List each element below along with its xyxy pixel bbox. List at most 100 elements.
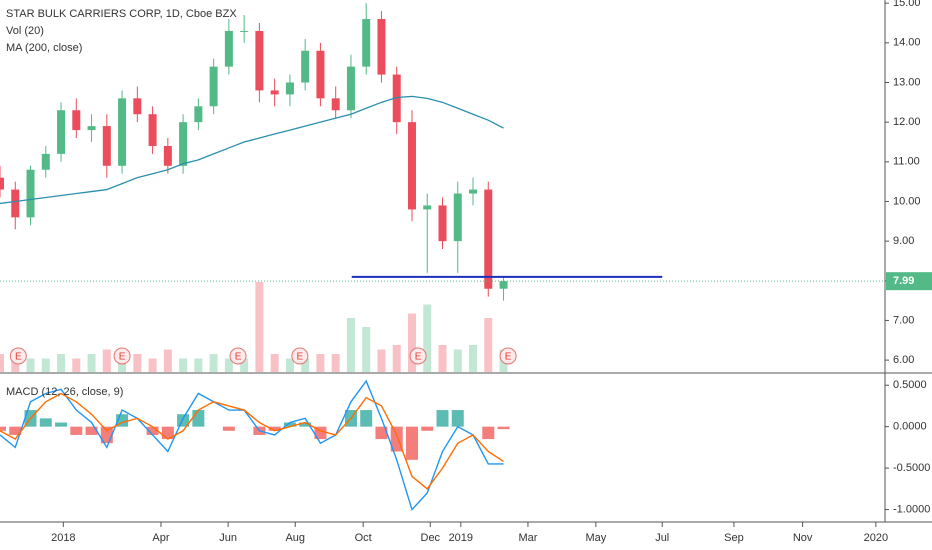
event-label: E <box>119 352 126 363</box>
event-marker <box>229 347 247 365</box>
macd-histogram-bar <box>405 426 418 460</box>
candle-body <box>194 106 203 123</box>
y-tick-label: 0.0000 <box>893 421 927 433</box>
candle-body <box>270 90 279 95</box>
volume-bar <box>102 349 111 372</box>
volume-bar <box>179 358 188 372</box>
candle-body <box>499 281 508 289</box>
event-label: E <box>505 352 512 363</box>
x-tick-label: Aug <box>285 532 305 544</box>
y-tick-label: -0.5000 <box>893 462 930 474</box>
x-tick-label: Sep <box>724 532 744 544</box>
x-tick-label: May <box>585 532 606 544</box>
candle-body <box>484 189 493 289</box>
x-tick-label: Jun <box>219 532 237 544</box>
x-tick-label: Dec <box>421 532 441 544</box>
candle-body <box>453 193 462 242</box>
candle-body <box>57 110 66 154</box>
volume-bar <box>484 318 493 372</box>
y-tick-label: 13.00 <box>893 76 921 88</box>
macd-histogram-bar <box>55 422 68 427</box>
volume-bar <box>163 349 172 372</box>
volume-bar <box>224 358 233 372</box>
candle-body <box>285 82 294 95</box>
macd-histogram-bar <box>360 410 373 427</box>
macd-histogram-bar <box>451 410 464 427</box>
volume-bar <box>133 354 142 372</box>
macd-histogram-bar <box>268 426 281 431</box>
indicator-label: MA (200, close) <box>6 42 82 54</box>
candle-body <box>377 19 386 75</box>
candle-body <box>209 66 218 107</box>
macd-line <box>0 392 504 490</box>
volume-bar <box>438 345 447 372</box>
volume-bar <box>209 354 218 372</box>
event-label: E <box>15 352 22 363</box>
volume-bar <box>72 358 81 372</box>
candle-body <box>118 98 127 166</box>
y-tick-label: 14.00 <box>893 37 921 49</box>
candle-body <box>163 145 172 166</box>
macd-histogram-bar <box>9 426 22 435</box>
macd-histogram-bar <box>497 426 510 430</box>
ma-line <box>0 95 504 205</box>
macd-histogram-bar <box>85 426 98 435</box>
candle-body <box>87 126 96 131</box>
x-tick-label: Mar <box>518 532 537 544</box>
y-tick-label: 7.00 <box>893 314 914 326</box>
candle-body <box>316 50 325 99</box>
event-marker <box>113 347 131 365</box>
y-tick-label: -1.0000 <box>893 503 930 515</box>
macd-line <box>0 379 504 511</box>
y-tick-label: 10.00 <box>893 195 921 207</box>
event-marker <box>291 347 309 365</box>
volume-bar <box>118 358 127 372</box>
x-tick-label: Nov <box>793 532 813 544</box>
candle-body <box>72 110 81 131</box>
candle-body <box>407 122 416 210</box>
volume-bar <box>87 354 96 372</box>
volume-bar <box>0 354 4 372</box>
volume-bar <box>301 358 310 372</box>
volume-bar <box>194 358 203 372</box>
volume-bar <box>362 327 371 372</box>
candle-body <box>255 30 264 91</box>
macd-histogram-bar <box>70 426 83 435</box>
y-tick-label: 15.00 <box>893 0 921 9</box>
x-tick-label: Jul <box>655 532 669 544</box>
indicator-label: Vol (20) <box>6 25 44 37</box>
event-label: E <box>235 352 242 363</box>
macd-histogram-bar <box>421 426 434 431</box>
macd-histogram-bar <box>299 422 312 427</box>
volume-bar <box>41 358 50 372</box>
candle-body <box>392 74 401 123</box>
candle-body <box>41 153 50 170</box>
candle-body <box>469 189 478 194</box>
x-tick-label: 2018 <box>51 532 75 544</box>
candle-body <box>301 50 310 83</box>
macd-title: MACD (12, 26, close, 9) <box>6 386 123 398</box>
volume-bar <box>377 349 386 372</box>
macd-histogram-bar <box>192 410 205 427</box>
event-marker <box>9 347 27 365</box>
volume-bar <box>469 345 478 372</box>
x-tick-label: 2020 <box>864 532 888 544</box>
macd-histogram-bar <box>436 410 449 427</box>
y-tick-label: 12.00 <box>893 116 921 128</box>
volume-bar <box>316 354 325 372</box>
volume-bar <box>57 354 66 372</box>
macd-histogram-bar <box>375 426 388 440</box>
candle-body <box>346 66 355 111</box>
volume-bar <box>407 313 416 372</box>
macd-histogram-bar <box>39 418 52 427</box>
candle-body <box>423 205 432 210</box>
volume-bar <box>346 318 355 372</box>
volume-bar <box>423 304 432 372</box>
macd-histogram-bar <box>283 422 296 427</box>
volume-bar <box>285 358 294 372</box>
event-label: E <box>296 352 303 363</box>
y-tick-label: 9.00 <box>893 235 914 247</box>
candle-body <box>240 30 249 32</box>
y-tick-label: 0.5000 <box>893 379 927 391</box>
volume-bar <box>453 349 462 372</box>
